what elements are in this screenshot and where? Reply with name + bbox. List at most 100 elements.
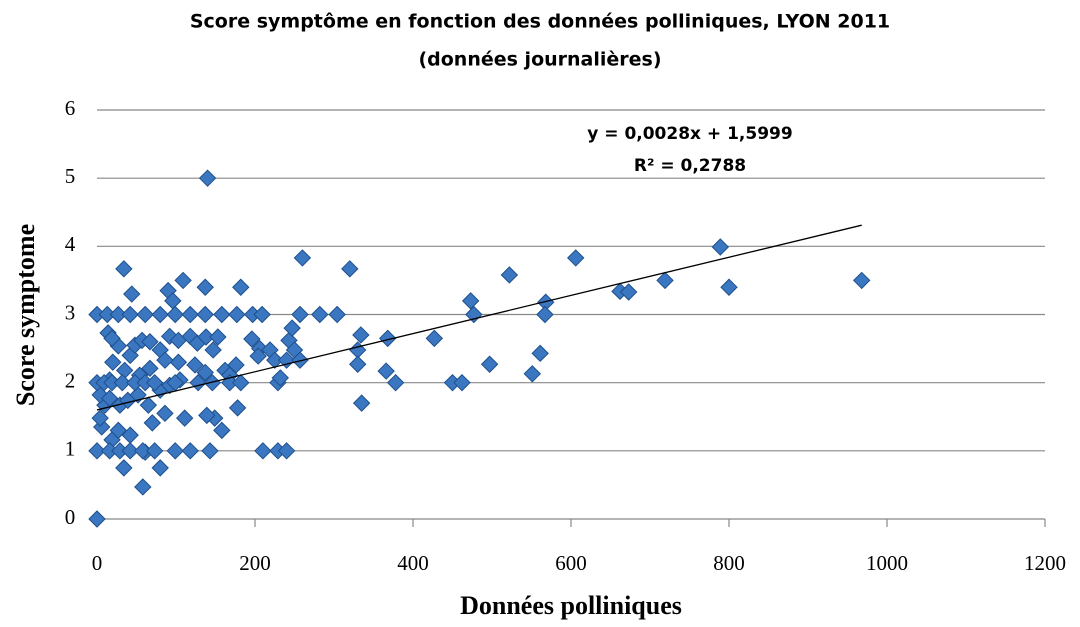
point	[181, 305, 199, 324]
point	[141, 359, 159, 378]
point	[134, 478, 152, 496]
point	[243, 330, 261, 348]
y-tick-label: 6	[65, 96, 76, 120]
point	[175, 409, 194, 427]
point	[311, 305, 329, 324]
point	[196, 363, 214, 382]
point	[386, 373, 405, 392]
point	[619, 283, 638, 301]
point	[253, 305, 271, 324]
x-tick-label: 1000	[866, 551, 908, 575]
point	[328, 305, 346, 324]
point	[227, 356, 245, 374]
point	[104, 353, 122, 371]
y-tick-label: 3	[65, 300, 76, 324]
point	[196, 278, 214, 296]
point	[88, 442, 106, 460]
point	[129, 386, 147, 404]
point	[115, 260, 133, 278]
point	[853, 271, 871, 290]
point	[656, 271, 674, 290]
point	[249, 347, 267, 365]
point	[88, 510, 106, 528]
point	[186, 356, 204, 374]
point	[228, 399, 247, 417]
point	[198, 406, 216, 425]
point	[115, 361, 134, 380]
point	[201, 442, 219, 460]
y-tick-label: 4	[65, 232, 76, 256]
point	[291, 351, 309, 369]
point	[291, 305, 309, 324]
point	[123, 285, 141, 303]
point	[293, 249, 312, 267]
point	[156, 351, 174, 369]
trendline-equation: y = 0,0028x + 1,5999	[587, 124, 792, 144]
trendline	[96, 224, 862, 411]
point	[115, 459, 133, 477]
point	[500, 266, 519, 284]
point	[197, 328, 215, 346]
point	[166, 305, 184, 324]
point	[425, 329, 444, 348]
x-tick-label: 600	[555, 551, 587, 575]
point	[189, 373, 207, 392]
point	[567, 249, 585, 267]
x-tick-label: 200	[239, 551, 271, 575]
point	[113, 373, 131, 392]
y-tick-label: 0	[65, 505, 76, 529]
y-axis-title: Score symptome	[11, 224, 40, 406]
point	[228, 305, 246, 324]
point	[720, 278, 738, 296]
r-squared: R² = 0,2788	[634, 156, 746, 176]
point	[91, 409, 109, 427]
point	[711, 238, 730, 256]
point	[277, 442, 296, 460]
point	[204, 341, 222, 359]
chart-title: Score symptôme en fonction des données p…	[190, 11, 890, 33]
point	[213, 305, 231, 324]
point	[141, 333, 159, 351]
point	[196, 305, 214, 324]
point	[121, 305, 139, 324]
point	[145, 442, 164, 460]
point	[121, 442, 139, 460]
x-tick-label: 800	[713, 551, 745, 575]
point	[143, 414, 162, 432]
y-tick-label: 1	[65, 437, 76, 461]
point	[523, 365, 541, 383]
point	[377, 362, 395, 380]
x-tick-label: 400	[397, 551, 429, 575]
point	[271, 369, 289, 387]
point	[181, 442, 199, 460]
x-tick-label: 0	[92, 551, 103, 575]
point	[134, 442, 152, 460]
point	[232, 373, 250, 392]
point	[348, 355, 367, 373]
point	[139, 396, 158, 414]
point	[213, 421, 231, 440]
point	[352, 394, 371, 412]
point	[232, 278, 250, 296]
point	[341, 260, 359, 278]
point	[453, 373, 471, 392]
point	[348, 341, 367, 359]
point	[379, 329, 397, 348]
point	[254, 442, 272, 460]
point	[151, 305, 169, 324]
point	[174, 271, 192, 290]
point	[266, 351, 284, 369]
point	[145, 373, 164, 392]
point	[166, 442, 184, 460]
point	[151, 459, 169, 477]
point	[136, 305, 154, 324]
point	[531, 344, 549, 363]
point	[277, 351, 296, 369]
point	[283, 319, 301, 337]
point	[198, 169, 217, 187]
point	[209, 328, 227, 346]
y-tick-label: 2	[65, 368, 76, 392]
point	[169, 353, 188, 371]
point	[461, 292, 480, 310]
x-axis-title: Données polliniques	[460, 591, 682, 620]
